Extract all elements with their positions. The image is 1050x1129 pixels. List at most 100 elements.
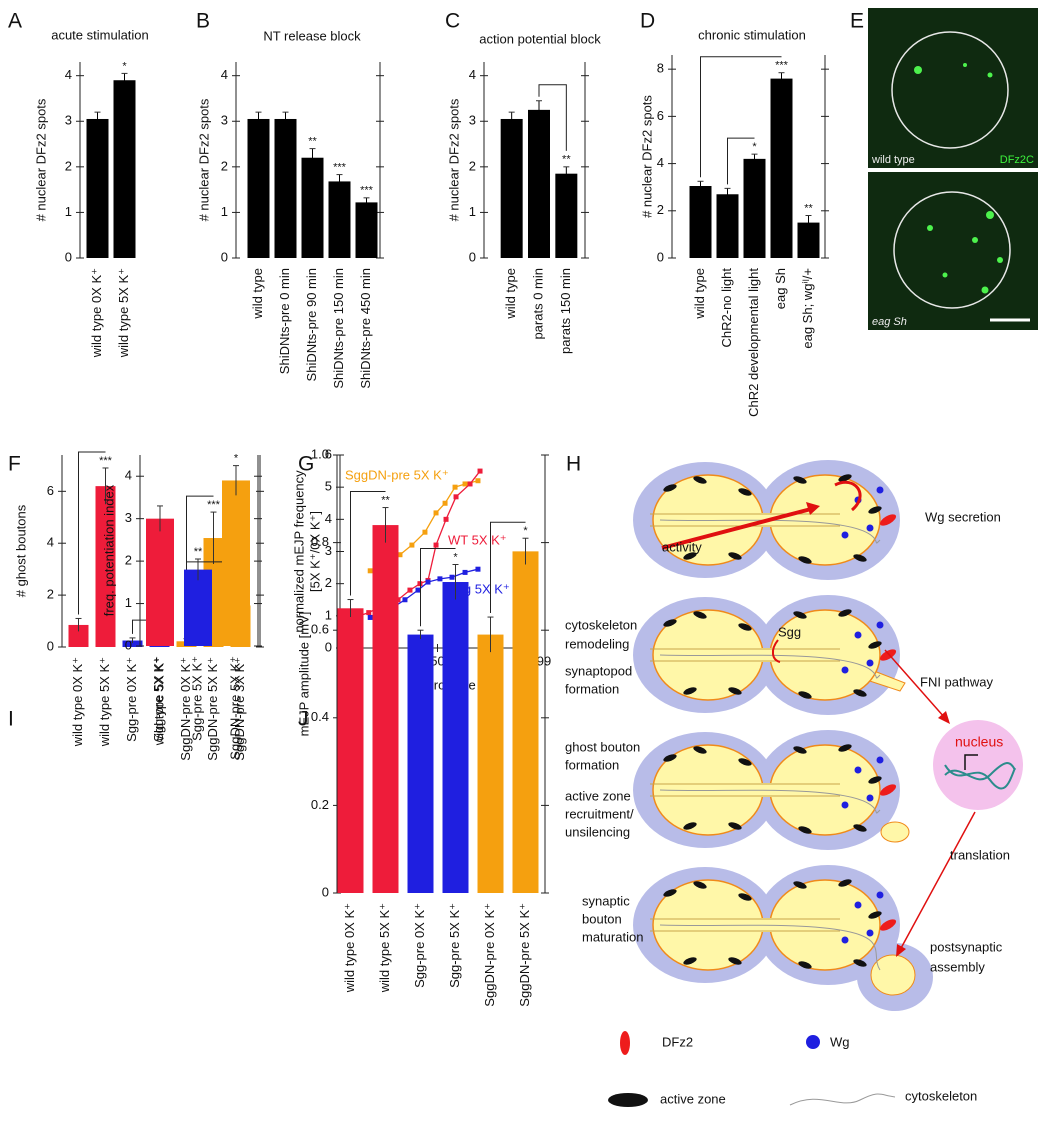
x-tick-label: SggDN-pre 5X K⁺	[517, 903, 532, 1007]
x-tick-label: ShiDNts-pre 0 min	[277, 268, 292, 374]
error-bar	[563, 166, 570, 181]
error-bar	[195, 558, 201, 581]
active-zone	[683, 957, 697, 965]
x-tick-label: wild type 5X K⁺	[97, 657, 112, 747]
diagram-label: Wg secretion	[925, 509, 1001, 524]
bar	[372, 525, 399, 893]
y-tick-label: 0.2	[311, 797, 329, 812]
y-tick-label: 0	[325, 639, 332, 654]
active-zone	[728, 822, 742, 830]
bar	[113, 80, 136, 258]
wg-dot	[841, 531, 849, 539]
error-bar	[347, 599, 354, 618]
panel-letter: H	[566, 453, 581, 476]
y-tick-label: 0	[469, 249, 476, 264]
significance: **	[804, 202, 813, 214]
significance: *	[122, 60, 127, 72]
active-zone	[868, 506, 882, 514]
arrow	[772, 639, 781, 663]
diagram-label: remodeling	[565, 636, 629, 651]
bouton	[769, 474, 881, 566]
panel-letter: I	[8, 708, 14, 731]
bar	[301, 157, 324, 258]
y-tick-label: 1	[65, 204, 72, 219]
bar	[184, 569, 212, 646]
significance: *	[234, 453, 239, 465]
panel-letter: E	[850, 10, 864, 33]
x-tick-label: Sgg-pre 0X K⁺	[412, 903, 427, 988]
spot	[972, 237, 978, 243]
y-tick-label: 4	[47, 535, 54, 550]
bracket	[420, 548, 456, 627]
significance: *	[752, 141, 757, 153]
active-zone	[838, 879, 852, 887]
bouton	[769, 879, 881, 971]
bar	[500, 118, 523, 258]
x-tick-label: wild type 5X K⁺	[377, 903, 392, 993]
diagram-label: translation	[950, 847, 1010, 862]
wg-dot	[866, 794, 874, 802]
y-axis-label: freq. potentiation index	[101, 484, 116, 616]
cytoskeleton	[659, 924, 881, 971]
nucleus-outline	[893, 191, 1011, 309]
y-tick-label: 3	[469, 113, 476, 128]
bracket	[700, 56, 782, 178]
diagram-label: unsilencing	[565, 824, 630, 839]
arrowhead	[896, 944, 906, 957]
point	[433, 510, 439, 516]
diagram-label: bouton	[582, 911, 622, 926]
y-tick-label: 2	[221, 158, 228, 173]
y-tick-label: 0	[221, 249, 228, 264]
y-axis-label: # nuclear DFz2 spots	[196, 98, 211, 221]
diagram-label: recruitment/	[565, 806, 634, 821]
legend-label: DFz2	[662, 1034, 693, 1049]
nucleus-outline	[891, 31, 1009, 149]
y-tick-label: 3	[221, 113, 228, 128]
chart: F # ghost boutons 0 2 4 6 wild type 0X K⁺ wild …	[8, 451, 264, 761]
error-bar	[282, 111, 289, 126]
spot	[987, 72, 993, 78]
chart: B NT release block # nuclear DFz2 spots 0 1 2…	[196, 10, 384, 389]
cytoskeleton	[659, 789, 881, 814]
new-bouton	[870, 954, 916, 996]
y-tick-label: 2	[325, 575, 332, 590]
active-zone	[838, 609, 852, 617]
error-bar	[309, 148, 316, 167]
active-zone	[838, 474, 852, 482]
y-tick-label: 6	[657, 108, 664, 123]
legend-cytoskeleton	[789, 1093, 896, 1106]
point	[475, 478, 481, 484]
bar	[146, 518, 174, 646]
active-zone	[738, 488, 752, 496]
y-tick-label: 1.0	[311, 446, 329, 461]
x-tick-label: wild type	[250, 268, 265, 320]
point	[367, 614, 373, 620]
significance: *	[453, 551, 458, 563]
dna	[944, 762, 1016, 790]
diagram-label: active zone	[565, 788, 631, 803]
spot	[942, 272, 948, 278]
y-tick-label: 4	[469, 67, 476, 82]
active-zone	[683, 687, 697, 695]
bar	[797, 222, 820, 258]
point	[433, 542, 439, 548]
x-tick-label: wild type 0X K⁺	[70, 657, 85, 747]
transcription-arrow	[964, 754, 978, 770]
diagram-label: synaptic	[582, 893, 630, 908]
diagram-label: synaptopod	[565, 663, 632, 678]
active-zone	[793, 881, 807, 889]
x-tick-label: SggDN-pre 3X K⁺	[232, 657, 247, 761]
significance: **	[381, 494, 390, 506]
active-zone	[798, 691, 812, 699]
y-tick-label: 2	[469, 158, 476, 173]
panel-letter: J	[298, 708, 309, 731]
x-tick-label: ChR2-no light	[719, 268, 734, 348]
y-tick-label: 3	[325, 543, 332, 558]
point	[442, 500, 448, 506]
bar	[328, 181, 351, 258]
active-zone	[793, 476, 807, 484]
